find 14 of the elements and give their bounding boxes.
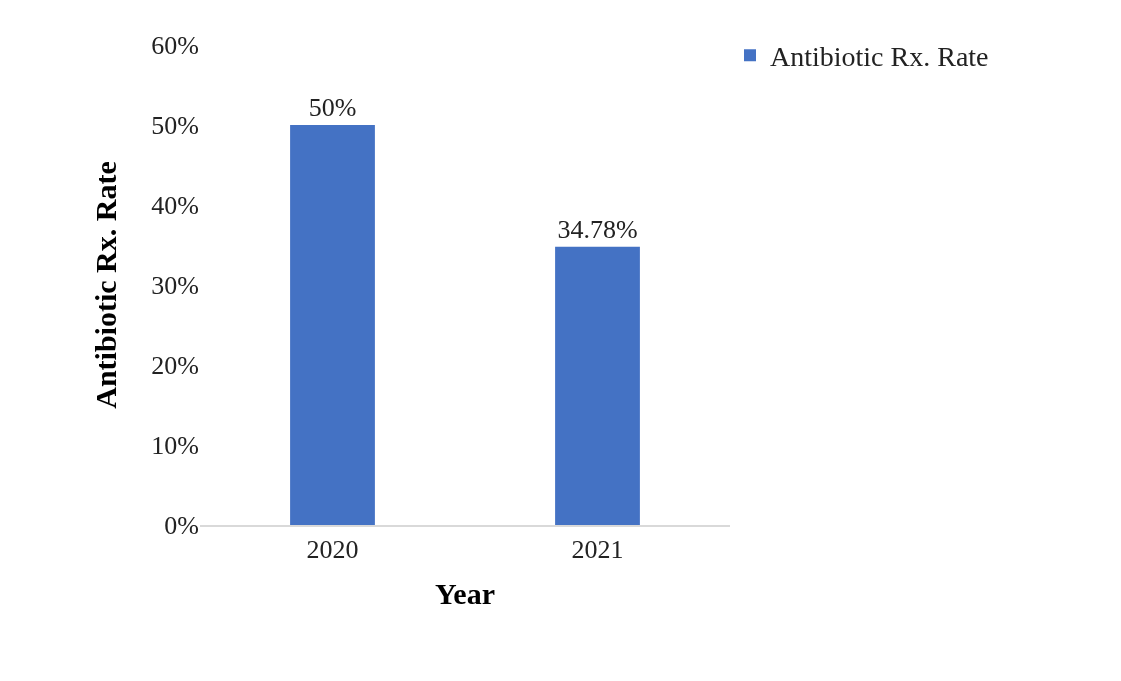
x-axis-title: Year [435, 577, 495, 611]
x-tick-label: 2021 [571, 535, 624, 565]
y-tick-label: 10% [151, 431, 199, 461]
y-axis-title: Antibiotic Rx. Rate [89, 161, 123, 409]
legend-label: Antibiotic Rx. Rate [770, 41, 989, 73]
data-label: 34.78% [557, 214, 638, 244]
data-label: 50% [308, 93, 357, 122]
y-tick-label: 60% [151, 31, 199, 61]
y-tick-label: 30% [151, 271, 199, 301]
y-tick-label: 50% [151, 111, 199, 141]
y-tick-label: 40% [151, 191, 199, 221]
y-tick-label: 0% [164, 511, 199, 541]
x-tick-label: 2020 [306, 535, 359, 565]
y-tick-label: 20% [151, 351, 199, 381]
